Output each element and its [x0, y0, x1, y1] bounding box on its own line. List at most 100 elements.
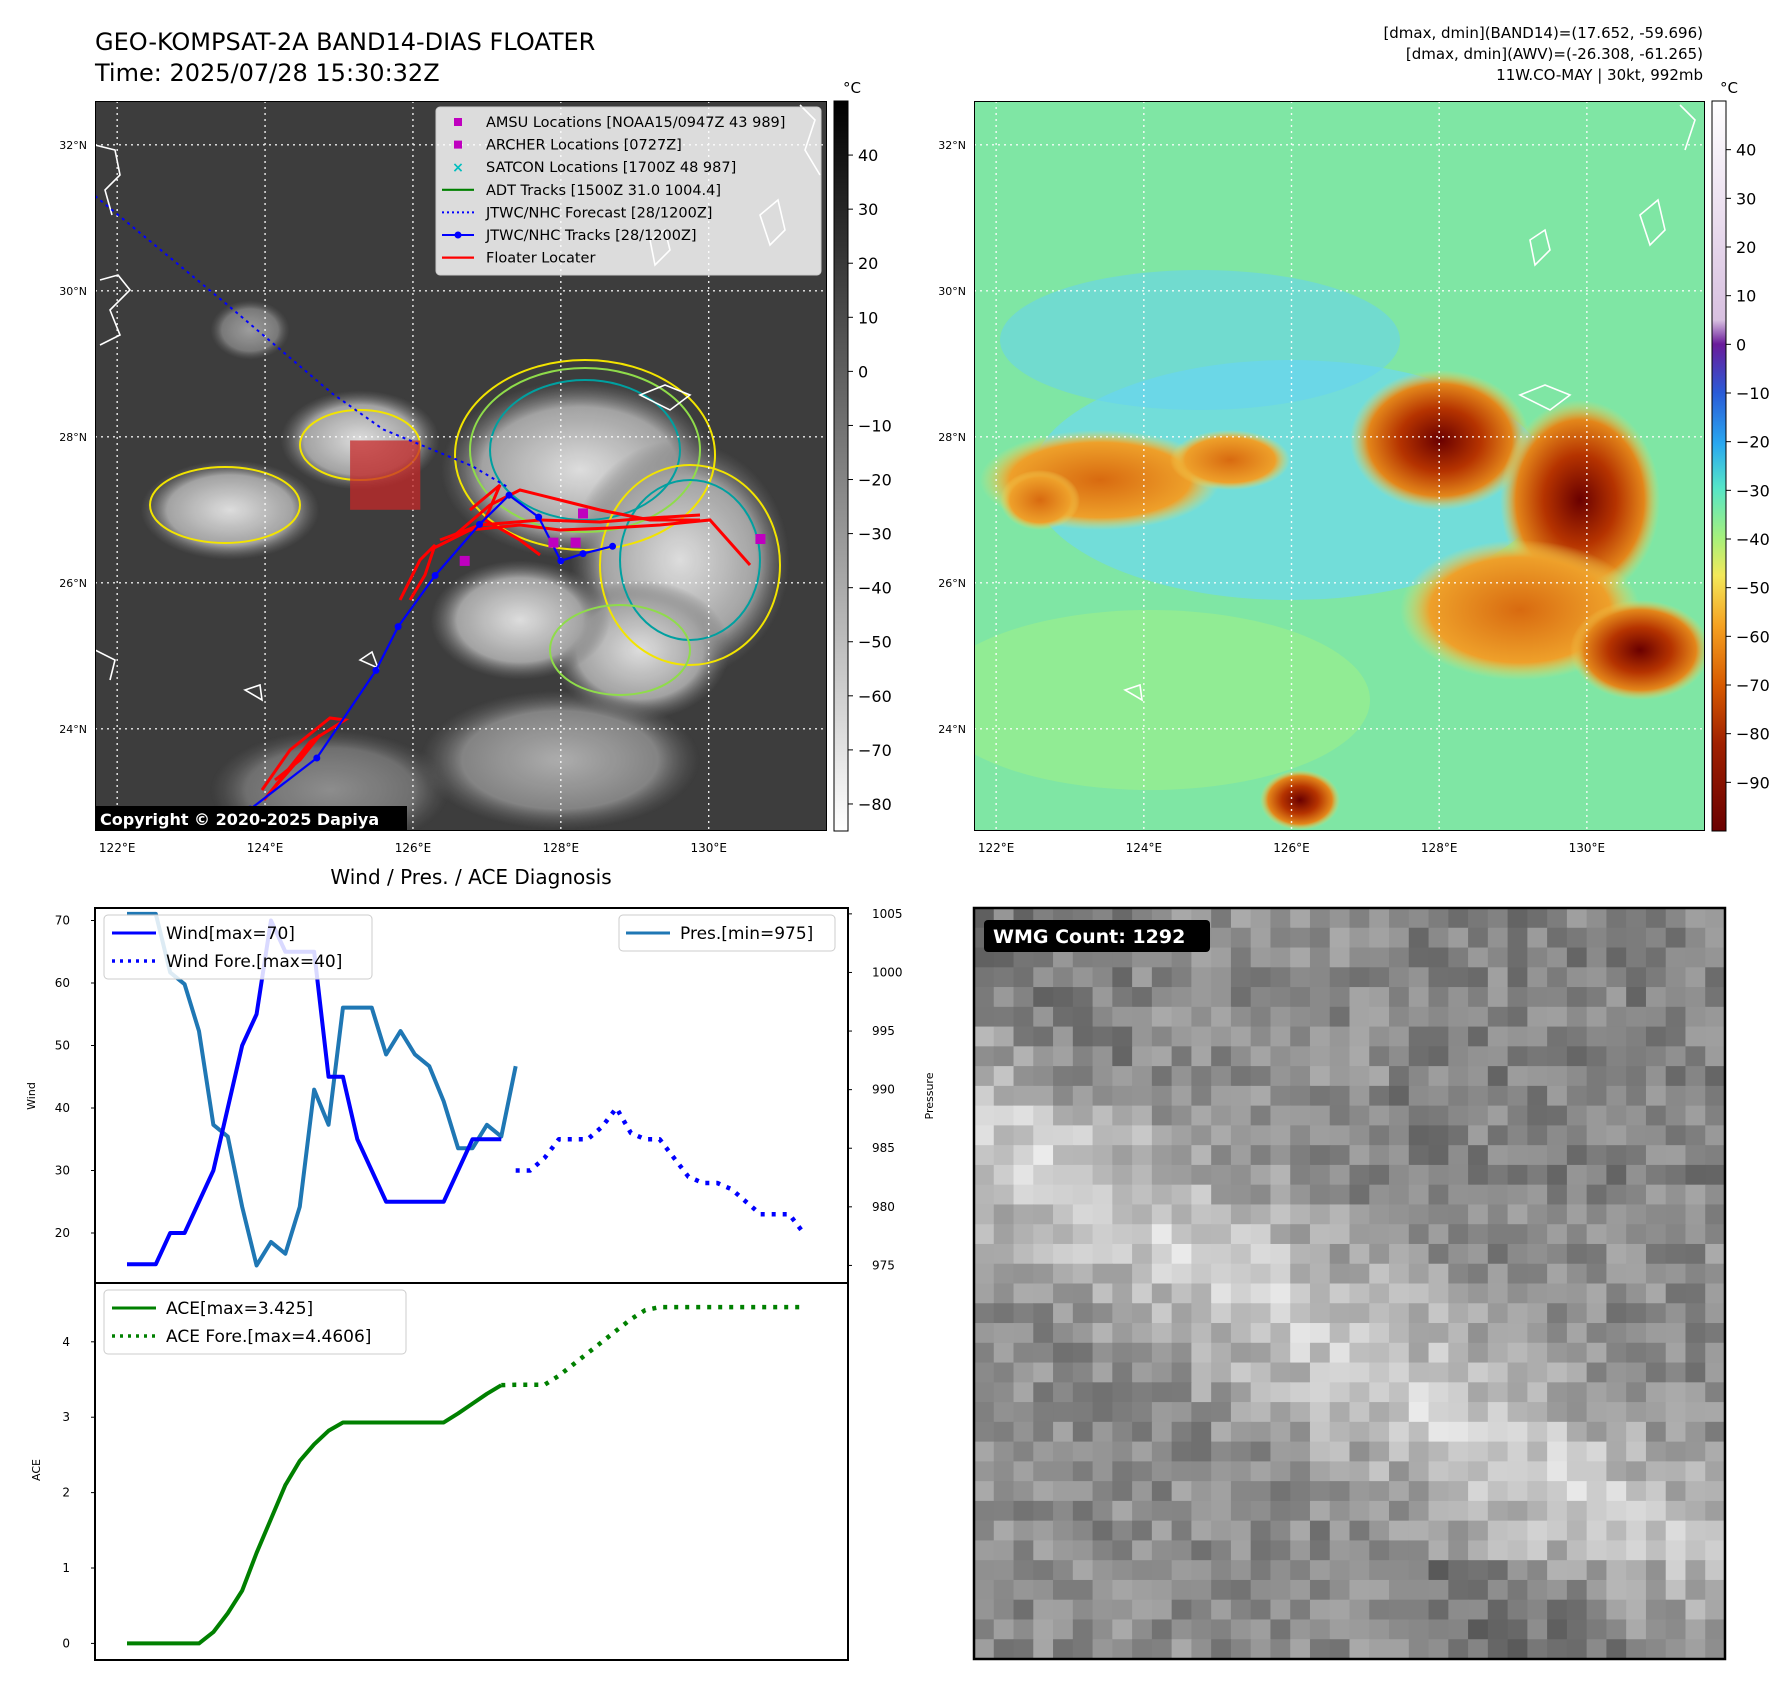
wmg-pixel — [1329, 1303, 1351, 1324]
wmg-pixel — [1389, 927, 1410, 949]
wmg-pixel — [1250, 1303, 1272, 1324]
wmg-pixel — [1487, 1441, 1509, 1462]
wmg-pixel — [1487, 1560, 1509, 1581]
wmg-pixel — [1211, 1283, 1232, 1304]
wmg-pixel — [1626, 1263, 1647, 1285]
wmg-pixel — [1270, 1500, 1291, 1522]
wmg-pixel — [1566, 1323, 1588, 1344]
floater-locater-tracks — [260, 483, 752, 801]
wmg-pixel — [1270, 1085, 1291, 1107]
wmg-pixel — [1230, 1540, 1252, 1561]
wmg-pixel — [1645, 1560, 1667, 1581]
jtwc-track-point — [609, 542, 617, 550]
wmg-pixel — [1250, 1105, 1272, 1126]
wmg-pixel — [1349, 1026, 1370, 1047]
ir-lon-label: 124°E — [247, 841, 284, 855]
wmg-pixel — [1290, 1105, 1311, 1126]
wmg-pixel — [1606, 1046, 1627, 1067]
wmg-pixel — [1428, 1204, 1449, 1225]
wmg-pixel — [1408, 987, 1430, 1008]
wmg-pixel — [1033, 1481, 1054, 1502]
wmg-pixel — [1112, 1500, 1133, 1522]
wmg-pixel — [1369, 1283, 1390, 1304]
enhanced-map-panel: 32°N30°N28°N26°N24°N 122°E 124°E 126°E 128°… — [938, 101, 1705, 855]
wmg-pixel — [1645, 1441, 1667, 1462]
wmg-pixel — [1270, 987, 1291, 1008]
wmg-pixel — [1250, 1224, 1272, 1245]
wmg-pixel — [1468, 1481, 1489, 1502]
wmg-pixel — [1053, 1066, 1074, 1087]
wmg-pixel — [1566, 1441, 1588, 1462]
wmg-pixel — [1547, 1184, 1568, 1206]
wmg-pixel — [974, 1303, 995, 1324]
wmg-pixel — [1033, 1362, 1054, 1383]
wmg-pixel — [1290, 927, 1311, 949]
wmg-pixel — [1250, 1619, 1272, 1640]
wmg-pixel — [1685, 1105, 1706, 1126]
wmg-pixel — [1389, 1421, 1410, 1443]
wmg-pixel — [1645, 1283, 1667, 1304]
wmg-pixel — [1132, 1619, 1153, 1640]
wmg-pixel — [1329, 1243, 1351, 1265]
wmg-pixel — [1211, 1481, 1232, 1502]
wmg-pixel — [1645, 1500, 1667, 1522]
wmg-pixel — [1171, 1263, 1192, 1285]
wmg-pixel — [993, 1263, 1015, 1285]
wmg-pixel — [1428, 1500, 1449, 1522]
wmg-pixel — [1507, 1243, 1528, 1265]
wmg-pixel — [1527, 1362, 1548, 1383]
wmg-pixel — [1685, 1441, 1706, 1462]
wmg-pixel — [1645, 1085, 1667, 1107]
wind-axis-label: Wind — [25, 1082, 38, 1110]
wmg-pixel — [1151, 1105, 1173, 1126]
wmg-pixel — [1705, 1164, 1725, 1186]
wmg-pixel — [1566, 1263, 1588, 1285]
wmg-pixel — [1112, 987, 1133, 1008]
wmg-pixel — [1151, 947, 1173, 968]
wmg-pixel — [1487, 1342, 1509, 1364]
jtwc-track-point — [372, 666, 380, 674]
colorbar-tick-label: 0 — [1736, 335, 1746, 354]
wmg-pixel — [1665, 1125, 1687, 1146]
wmg-pixel — [1112, 1402, 1133, 1423]
wmg-pixel — [1606, 1006, 1627, 1028]
wmg-pixel — [1705, 1263, 1725, 1285]
wmg-pixel — [1428, 1599, 1449, 1621]
wmg-pixel — [1566, 947, 1588, 968]
wmg-pixel — [1645, 1105, 1667, 1126]
wmg-pixel — [1250, 1560, 1272, 1581]
wmg-pixel — [1290, 1481, 1311, 1502]
wmg-pixel — [1527, 1164, 1548, 1186]
wmg-pixel — [1428, 908, 1449, 929]
wmg-pixel — [1349, 1579, 1370, 1601]
wmg-pixel — [993, 1184, 1015, 1206]
wmg-pixel — [1329, 1540, 1351, 1561]
wmg-pixel — [1191, 1619, 1212, 1640]
wmg-pixel — [1586, 1204, 1608, 1225]
wmg-pixel — [1072, 1599, 1094, 1621]
wmg-pixel — [1645, 908, 1667, 929]
wmg-pixel — [1487, 1421, 1509, 1443]
wmg-pixel — [1132, 1461, 1153, 1482]
wmg-pixel — [1665, 1520, 1687, 1542]
wmg-pixel — [1053, 967, 1074, 988]
wmg-pixel — [1250, 1421, 1272, 1443]
wmg-pixel — [1389, 1500, 1410, 1522]
wmg-pixel — [1448, 1323, 1469, 1344]
wmg-pixel — [1507, 1382, 1528, 1403]
wmg-pixel — [1112, 967, 1133, 988]
wmg-pixel — [1665, 1026, 1687, 1047]
wmg-pixel — [1428, 1066, 1449, 1087]
wmg-pixel — [1606, 947, 1627, 968]
wmg-pixel — [1448, 987, 1469, 1008]
wmg-pixel — [1606, 1263, 1627, 1285]
wmg-pixel — [1547, 1599, 1568, 1621]
wind-forecast-line — [515, 1105, 806, 1235]
wmg-pixel — [1112, 947, 1133, 968]
wmg-pixel — [1626, 1283, 1647, 1304]
wmg-pixel — [1705, 1461, 1725, 1482]
wmg-pixel — [1566, 987, 1588, 1008]
wmg-pixel — [1290, 1382, 1311, 1403]
